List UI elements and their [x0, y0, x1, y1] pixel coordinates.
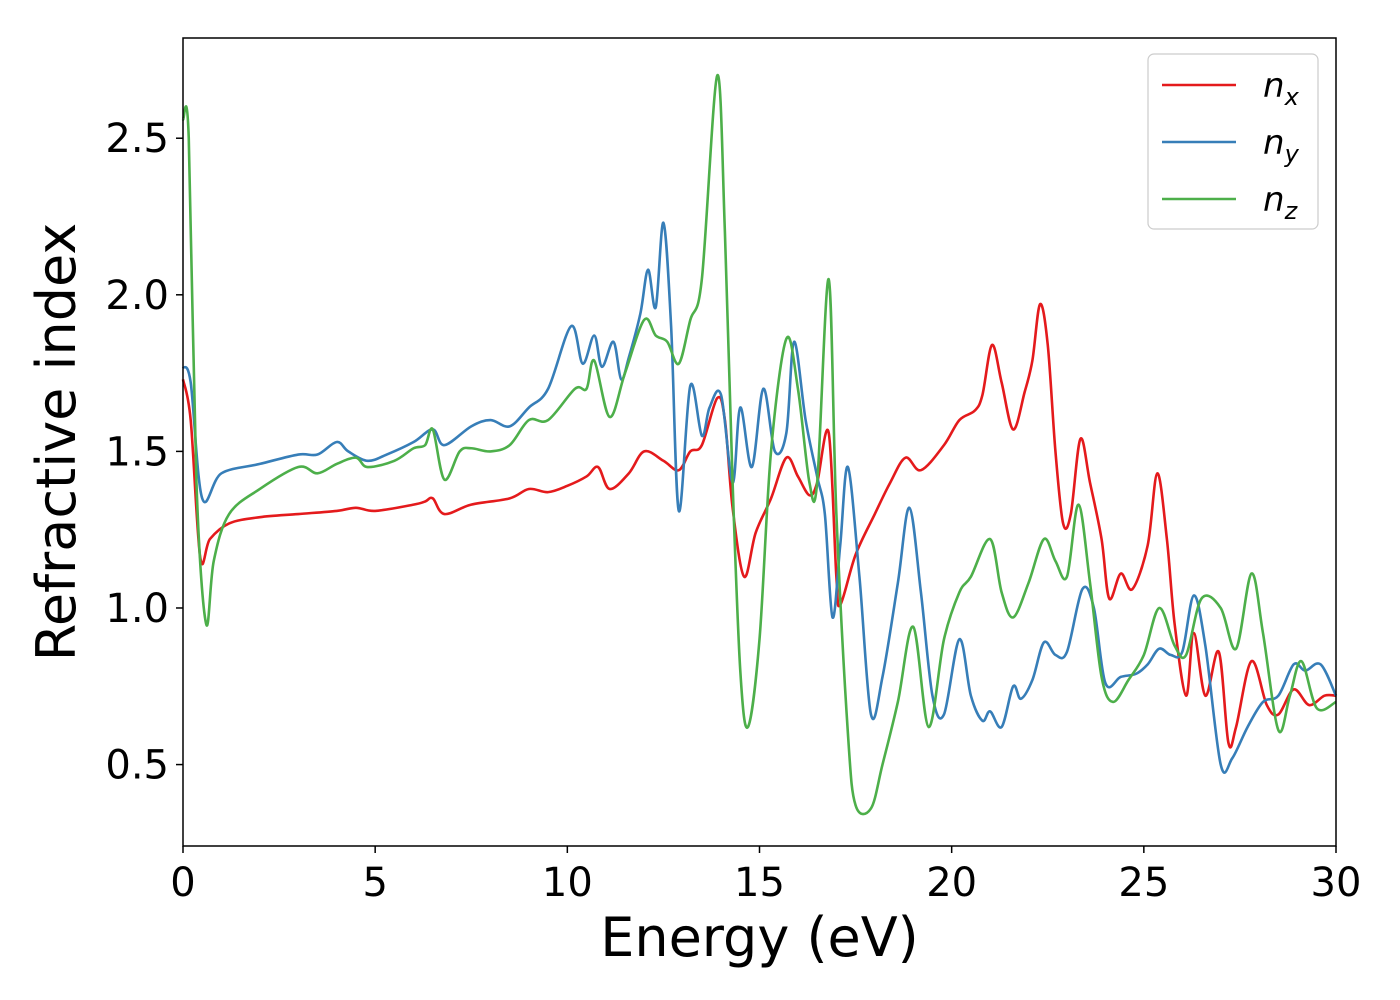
x-tick-label: 25 — [1118, 860, 1169, 906]
series-lines — [181, 74, 1338, 816]
x-tick-label: 15 — [734, 860, 785, 906]
legend-label-ny: ny — [1263, 123, 1300, 168]
x-axis-ticks: 0 5 10 15 20 25 30 — [170, 846, 1361, 906]
legend: nx ny nz — [1147, 53, 1319, 230]
series-line-nz — [181, 74, 1337, 816]
y-tick-label: 1.0 — [105, 586, 169, 632]
x-tick-label: 5 — [362, 860, 387, 906]
x-tick-label: 0 — [170, 860, 195, 906]
x-tick-label: 10 — [542, 860, 593, 906]
y-axis-label: Refractive index — [25, 223, 88, 662]
series-line-nx — [181, 302, 1337, 749]
y-tick-label: 2.0 — [105, 273, 169, 319]
legend-label-nx: nx — [1263, 66, 1300, 111]
y-tick-label: 0.5 — [105, 743, 169, 789]
x-tick-label: 30 — [1311, 860, 1362, 906]
y-tick-label: 1.5 — [105, 429, 169, 475]
y-tick-label: 2.5 — [105, 116, 169, 162]
x-axis-label: Energy (eV) — [600, 906, 919, 969]
y-axis-ticks: 0.5 1.0 1.5 2.0 2.5 — [105, 116, 183, 789]
x-tick-label: 20 — [926, 860, 977, 906]
legend-label-nz: nz — [1263, 180, 1299, 225]
